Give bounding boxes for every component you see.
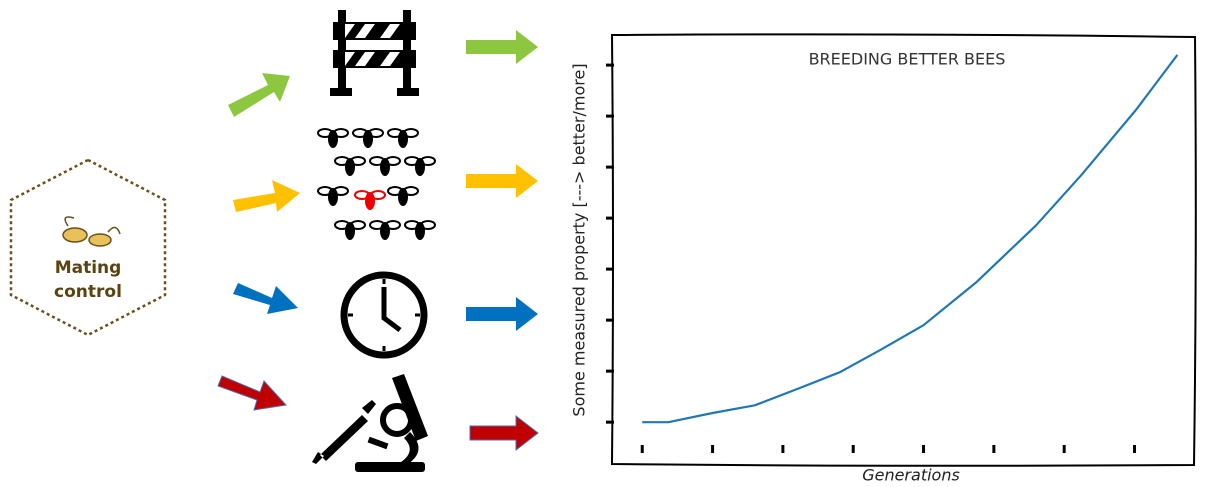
hub-label: Mating (55, 258, 122, 278)
bee-body (345, 158, 355, 176)
page: Mating control BREEDING BET (0, 0, 1206, 487)
bee-body (345, 222, 355, 240)
data-line (642, 55, 1177, 422)
bee (318, 129, 348, 148)
bee (335, 157, 365, 176)
bee-body (380, 158, 390, 176)
bee-body (415, 158, 425, 176)
bee-body (328, 188, 338, 206)
bee (405, 221, 435, 240)
bee-body (415, 222, 425, 240)
hub-label: control (54, 282, 122, 302)
bee-body (398, 130, 408, 148)
bee (370, 221, 400, 240)
chart: BREEDING BETTER BEES Generations Some me… (570, 34, 1196, 484)
arrows-left (218, 73, 300, 410)
bee (388, 129, 418, 148)
bee-body (363, 130, 373, 148)
bees-icon (318, 129, 435, 240)
hub-hexagon (11, 160, 165, 335)
y-axis-label: Some measured property [---> better/more… (570, 63, 589, 416)
x-axis-label: Generations (862, 466, 960, 485)
barrier-icon (330, 10, 419, 96)
bee-body (365, 192, 375, 210)
bee-icon (63, 217, 120, 246)
arrows-right (466, 30, 538, 450)
plot-frame (612, 34, 1196, 465)
bee (335, 221, 365, 240)
chart-title: BREEDING BETTER BEES (809, 50, 1006, 69)
bee (370, 157, 400, 176)
bee (318, 187, 348, 206)
bee (405, 157, 435, 176)
bee-body (380, 222, 390, 240)
clock-icon (344, 275, 424, 355)
bee (388, 187, 418, 206)
microscope-icon (312, 374, 428, 472)
bee-body (398, 188, 408, 206)
bee (355, 191, 385, 210)
bee-body (328, 130, 338, 148)
bee (353, 129, 383, 148)
